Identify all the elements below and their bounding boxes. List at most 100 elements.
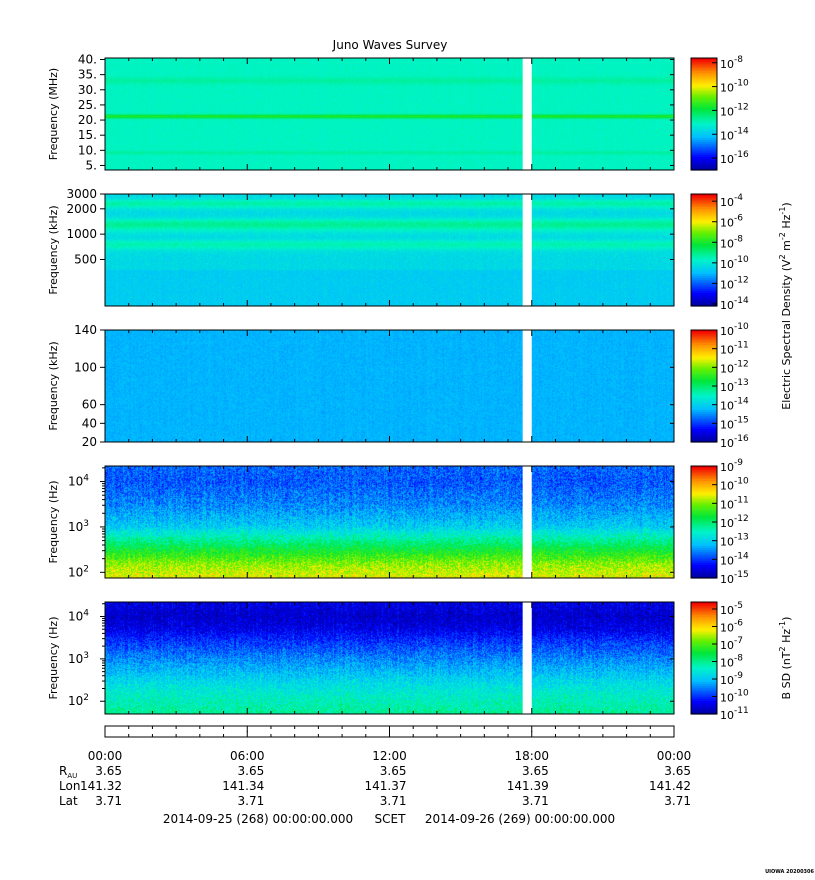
spectrogram-image bbox=[105, 330, 674, 442]
spectrogram-image bbox=[105, 466, 674, 578]
colorbar-tick-label: 10-8 bbox=[720, 654, 743, 670]
colorbar-tick-label: 10-14 bbox=[720, 296, 749, 312]
spectrogram-image bbox=[105, 194, 674, 306]
y-tick-label: 20. bbox=[78, 113, 97, 127]
colorbar-tick-label: 10-10 bbox=[720, 477, 749, 493]
y-tick-label: 40. bbox=[78, 53, 97, 67]
colorbar-tick-label: 10-16 bbox=[720, 434, 749, 450]
data-gap bbox=[522, 329, 532, 443]
y-tick-label: 40 bbox=[82, 416, 97, 430]
ephemeris-value: 141.42 bbox=[649, 779, 691, 793]
y-tick-label: 20 bbox=[82, 435, 97, 449]
data-gap bbox=[522, 193, 532, 307]
colorbar-tick-label: 10-11 bbox=[720, 706, 749, 722]
ephemeris-value: 141.39 bbox=[507, 779, 549, 793]
ephemeris-label: Lon bbox=[59, 779, 80, 793]
colorbar-title-magnetic: B SD (nT2 Hz-1) bbox=[778, 617, 793, 700]
y-tick-label: 5. bbox=[86, 158, 97, 172]
time-tick-label: 06:00 bbox=[230, 749, 265, 763]
y-tick-label: 100 bbox=[74, 360, 97, 374]
ephemeris-value: 3.71 bbox=[95, 794, 122, 808]
time-tick-label: 00:00 bbox=[657, 749, 692, 763]
ephemeris-label: Lat bbox=[59, 794, 78, 808]
y-tick-label: 3000 bbox=[66, 187, 97, 201]
figure-title: Juno Waves Survey bbox=[332, 38, 448, 52]
colorbar-tick-label: 10-16 bbox=[720, 150, 749, 166]
y-axis-label: Frequency (MHz) bbox=[47, 68, 60, 160]
colorbar: 10-9 10-10 10-11 10-12 10-13 10-14 10-15 bbox=[690, 458, 749, 586]
y-tick-label: 25. bbox=[78, 98, 97, 112]
colorbar-tick-label: 10-9 bbox=[720, 671, 743, 687]
y-tick-label: 10. bbox=[78, 143, 97, 157]
time-tick-label: 12:00 bbox=[372, 749, 407, 763]
y-tick-label: 102 bbox=[68, 564, 89, 579]
y-axis-label: Frequency (kHz) bbox=[47, 341, 60, 430]
colorbar-tick-label: 10-7 bbox=[720, 636, 743, 652]
colorbar-tick-label: 10-14 bbox=[720, 126, 749, 142]
y-tick-label: 103 bbox=[68, 651, 89, 666]
colorbar-tick-label: 10-10 bbox=[720, 79, 749, 95]
y-tick-label: 15. bbox=[78, 128, 97, 142]
colorbar-tick-label: 10-15 bbox=[720, 570, 749, 586]
colorbar-title-electric: Electric Spectral Density (V2 m-2 Hz-1) bbox=[778, 202, 793, 409]
y-tick-label: 103 bbox=[68, 519, 89, 534]
ephemeris-value: 141.37 bbox=[365, 779, 407, 793]
y-tick-label: 2000 bbox=[66, 202, 97, 216]
colorbar: 10-10 10-11 10-12 10-13 10-14 10-15 10-16 bbox=[690, 322, 749, 450]
panel-1: 40.35.30.25.20.15.10.5. Frequency (MHz) 10… bbox=[47, 53, 749, 173]
y-tick-label: 104 bbox=[68, 609, 89, 624]
data-gap bbox=[522, 465, 532, 579]
y-tick-label: 140 bbox=[74, 323, 97, 337]
colorbar-tick-label: 10-8 bbox=[720, 234, 743, 250]
colorbar-tick-label: 10-6 bbox=[720, 214, 743, 230]
ephemeris-value: 3.71 bbox=[238, 794, 265, 808]
colorbar-tick-label: 10-12 bbox=[720, 514, 749, 530]
y-tick-label: 60 bbox=[82, 398, 97, 412]
colorbar-tick-label: 10-11 bbox=[720, 341, 749, 357]
colorbar-tick-label: 10-10 bbox=[720, 255, 749, 271]
credit-label: UIOWA 20200306 bbox=[765, 869, 814, 875]
colorbar-tick-label: 10-12 bbox=[720, 275, 749, 291]
ephemeris-value: 141.34 bbox=[222, 779, 264, 793]
y-tick-label: 104 bbox=[68, 474, 89, 489]
colorbar-frame bbox=[690, 193, 718, 307]
colorbar-tick-label: 10-14 bbox=[720, 551, 749, 567]
colorbar-frame bbox=[690, 601, 718, 715]
ephemeris-value: 3.65 bbox=[522, 764, 549, 778]
ephemeris-value: 3.71 bbox=[664, 794, 691, 808]
footer-start-date: 2014-09-25 (268) 00:00:00.000 bbox=[163, 812, 353, 826]
colorbar-tick-label: 10-5 bbox=[720, 601, 743, 617]
y-tick-label: 30. bbox=[78, 83, 97, 97]
colorbar-tick-label: 10-4 bbox=[720, 193, 743, 209]
spectrogram-image bbox=[105, 58, 674, 170]
ephemeris-value: 141.32 bbox=[80, 779, 122, 793]
colorbar-tick-label: 10-15 bbox=[720, 415, 749, 431]
colorbar-tick-label: 10-9 bbox=[720, 458, 743, 474]
ephemeris-value: 3.65 bbox=[664, 764, 691, 778]
colorbar-tick-label: 10-12 bbox=[720, 359, 749, 375]
colorbar-tick-label: 10-13 bbox=[720, 378, 749, 394]
data-gap bbox=[522, 57, 532, 171]
ephemeris-value: 3.65 bbox=[380, 764, 407, 778]
time-tick-label: 00:00 bbox=[88, 749, 123, 763]
colorbar-tick-label: 10-12 bbox=[720, 102, 749, 118]
colorbar-tick-label: 10-10 bbox=[720, 689, 749, 705]
y-axis-label: Frequency (Hz) bbox=[47, 481, 60, 564]
footer-scet: SCET bbox=[375, 812, 407, 826]
ephemeris-value: 3.71 bbox=[522, 794, 549, 808]
ephemeris-value: 3.71 bbox=[380, 794, 407, 808]
ephemeris-value: 3.65 bbox=[238, 764, 265, 778]
colorbar-tick-label: 10-13 bbox=[720, 533, 749, 549]
ephemeris-value: 3.65 bbox=[95, 764, 122, 778]
colorbar-tick-label: 10-11 bbox=[720, 495, 749, 511]
footer-end-date: 2014-09-26 (269) 00:00:00.000 bbox=[425, 812, 615, 826]
y-axis-label: Frequency (kHz) bbox=[47, 205, 60, 294]
y-tick-label: 102 bbox=[68, 693, 89, 708]
y-tick-label: 500 bbox=[74, 252, 97, 266]
